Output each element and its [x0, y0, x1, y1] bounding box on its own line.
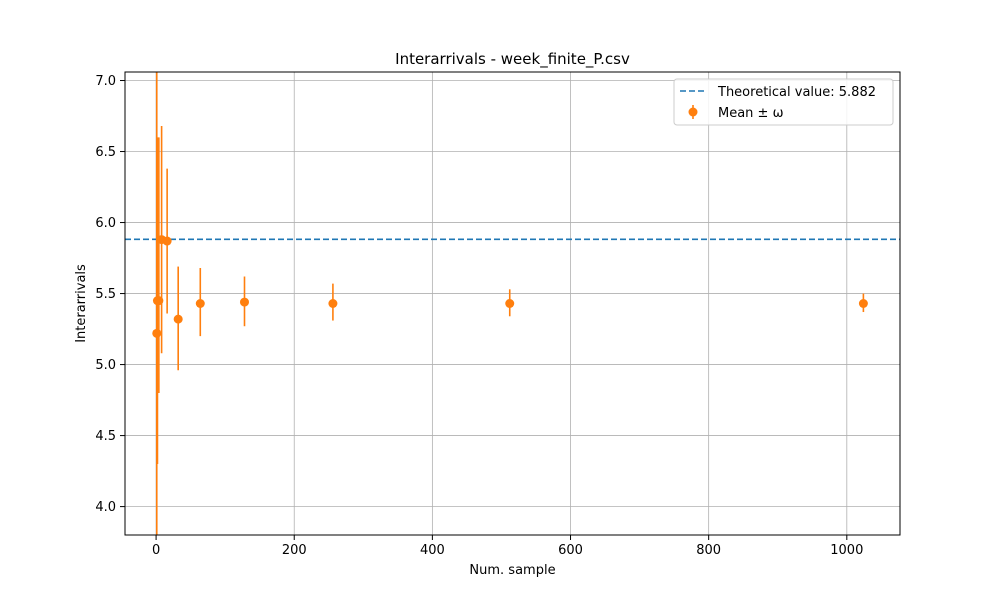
plot-frame [124, 71, 901, 536]
y-tick-label: 7.0 [95, 74, 116, 89]
y-axis-label: Interarrivals [74, 264, 89, 343]
y-tick-label: 5.0 [95, 358, 116, 373]
y-axis: 4.0 4.5 5.0 5.5 6.0 6.5 7.0 [95, 74, 125, 515]
x-tick-label: 400 [420, 543, 445, 558]
x-tick-label: 200 [282, 543, 307, 558]
data-point [152, 328, 162, 338]
data-point [858, 299, 868, 308]
data-point [328, 299, 338, 308]
x-tick-label: 0 [152, 543, 160, 558]
y-tick-label: 6.5 [95, 145, 116, 160]
grid-layer [125, 72, 900, 535]
legend-marker-swatch [688, 107, 698, 117]
y-tick-label: 4.5 [95, 429, 116, 444]
data-point [154, 296, 164, 306]
legend: Theoretical value: 5.882 Mean ± ω [673, 78, 894, 126]
x-axis-label: Num. sample [469, 563, 555, 578]
y-tick-label: 6.0 [95, 216, 116, 231]
chart-title: Interarrivals - week_finite_P.csv [395, 50, 630, 69]
legend-theoretical-label: Theoretical value: 5.882 [717, 85, 876, 100]
legend-box [673, 78, 894, 126]
legend-series-label: Mean ± ω [718, 106, 783, 121]
data-point [195, 299, 205, 308]
y-tick-label: 4.0 [95, 500, 116, 515]
plot-area [125, 72, 900, 535]
series-layer [152, 72, 868, 535]
data-point [239, 297, 249, 307]
x-tick-label: 1000 [830, 543, 863, 558]
x-axis: 0 200 400 600 800 1000 [152, 535, 863, 558]
x-tick-label: 600 [558, 543, 583, 558]
data-point [162, 236, 172, 246]
data-point [505, 299, 515, 308]
data-point [173, 314, 183, 324]
y-tick-label: 5.5 [95, 287, 116, 302]
x-tick-label: 800 [696, 543, 721, 558]
